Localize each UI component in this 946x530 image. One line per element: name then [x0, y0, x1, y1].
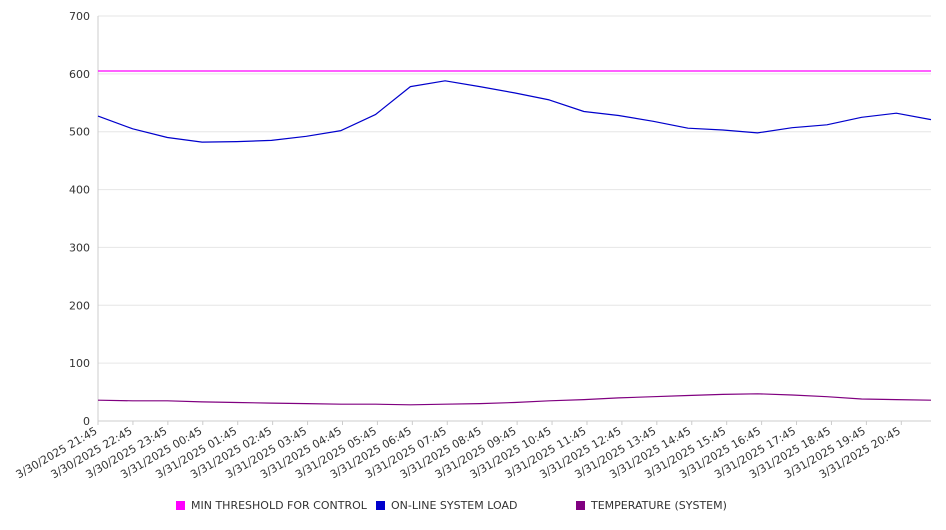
series-line-temperature	[97, 393, 932, 406]
legend-item-temperature: TEMPERATURE (SYSTEM)	[576, 497, 727, 513]
axis-layer	[97, 16, 931, 425]
grid-layer	[98, 15, 931, 422]
y-tick-label: 700	[69, 10, 90, 23]
legend-label-temperature: TEMPERATURE (SYSTEM)	[591, 498, 727, 512]
y-tick-label: 200	[69, 299, 90, 312]
legend-swatch-temperature	[576, 500, 585, 510]
legend-item-min-threshold: MIN THRESHOLD FOR CONTROL	[176, 497, 367, 513]
y-tick-label: 300	[69, 241, 90, 254]
legend-item-system-load: ON-LINE SYSTEM LOAD	[376, 497, 517, 513]
legend-swatch-system-load	[376, 500, 385, 510]
series-layer	[97, 70, 932, 406]
y-tick-label: 100	[69, 357, 90, 370]
legend-label-min-threshold: MIN THRESHOLD FOR CONTROL	[191, 498, 367, 512]
y-tick-label: 600	[69, 68, 90, 81]
series-line-system-load	[97, 80, 932, 143]
legend: MIN THRESHOLD FOR CONTROL ON-LINE SYSTEM…	[0, 497, 946, 515]
legend-swatch-min-threshold	[176, 500, 185, 510]
legend-label-system-load: ON-LINE SYSTEM LOAD	[391, 498, 518, 512]
y-tick-label: 400	[69, 184, 90, 197]
y-tick-label: 500	[69, 126, 90, 139]
y-tick-label: 0	[83, 415, 90, 428]
